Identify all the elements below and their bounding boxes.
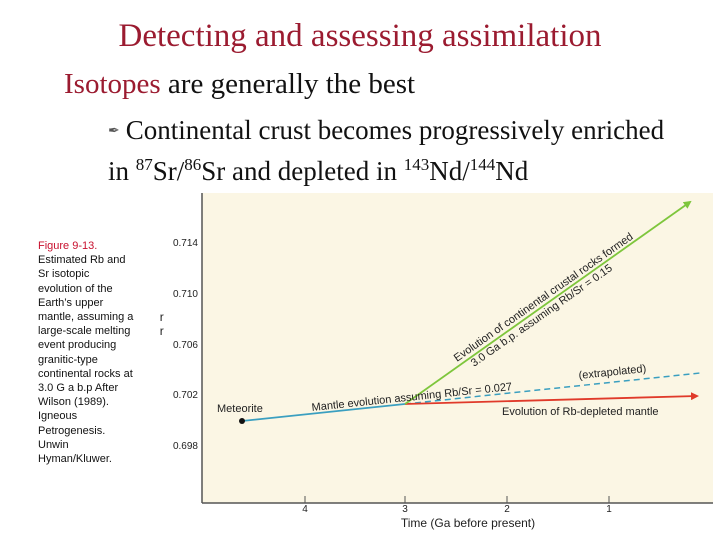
x-tick-label: 2 <box>504 504 510 515</box>
depleted-mantle-line <box>404 392 699 405</box>
isotope-evolution-diagram: 0.714 0.710 0.706 0.702 0.698 87Sr 86Sr … <box>160 193 713 530</box>
x-tick-label: 4 <box>302 504 308 515</box>
subtitle-highlight: Isotopes <box>64 68 161 100</box>
nd-numerator-mass: 143 <box>403 155 430 174</box>
y-tick-label: 0.714 <box>173 238 198 249</box>
x-axis-title: Time (Ga before present) <box>401 516 535 530</box>
y-axis-label-sr86: 86Sr <box>160 324 164 338</box>
y-axis-label-element: Sr <box>160 310 164 324</box>
y-tick-label: 0.706 <box>173 340 198 351</box>
sr-mid: Sr/ <box>152 156 185 186</box>
y-tick-label: 0.710 <box>173 289 198 300</box>
nd-denominator-mass: 144 <box>469 155 496 174</box>
feather-bullet-icon: ✒ <box>108 123 120 139</box>
subtitle-rest: are generally the best <box>160 68 416 100</box>
nd-end: Nd <box>495 156 529 186</box>
sr-numerator-mass: 87 <box>135 155 153 174</box>
sr-denominator-mass: 86 <box>184 155 202 174</box>
x-tick-label: 1 <box>606 504 612 515</box>
figure-caption: Figure 9-13. Estimated Rb and Sr isotopi… <box>38 239 134 466</box>
x-tick-label: 3 <box>402 504 408 515</box>
depleted-mantle-label: Evolution of Rb-depleted mantle <box>502 406 659 418</box>
bullet-point: ✒ Continental crust becomes progressively… <box>108 114 708 188</box>
bullet-in: in <box>108 156 136 186</box>
y-tick-label: 0.698 <box>173 441 198 452</box>
sr-end: Sr and depleted in <box>201 156 404 186</box>
continental-crust-line <box>404 200 692 405</box>
y-axis-label-element: Sr <box>160 324 164 338</box>
meteorite-label: Meteorite <box>217 403 263 415</box>
y-axis-label-sr87: 87Sr <box>160 310 164 324</box>
plot-background <box>202 193 713 503</box>
meteorite-point <box>239 418 245 424</box>
nd-mid: Nd/ <box>429 156 470 186</box>
bullet-line1: Continental crust becomes progressively … <box>125 115 665 145</box>
mantle-evolution-line <box>241 403 406 422</box>
y-tick-label: 0.702 <box>173 390 198 401</box>
figure-number: Figure 9-13. <box>38 240 98 252</box>
slide-title: Detecting and assessing assimilation <box>118 18 602 54</box>
slide-subtitle: Isotopes are generally the best <box>64 68 415 101</box>
caption-text: Estimated Rb and Sr isotopic evolution o… <box>38 254 134 466</box>
